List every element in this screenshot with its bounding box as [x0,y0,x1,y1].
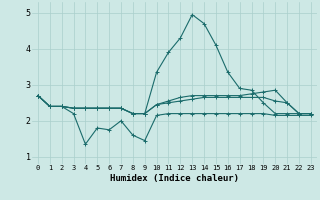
X-axis label: Humidex (Indice chaleur): Humidex (Indice chaleur) [110,174,239,183]
